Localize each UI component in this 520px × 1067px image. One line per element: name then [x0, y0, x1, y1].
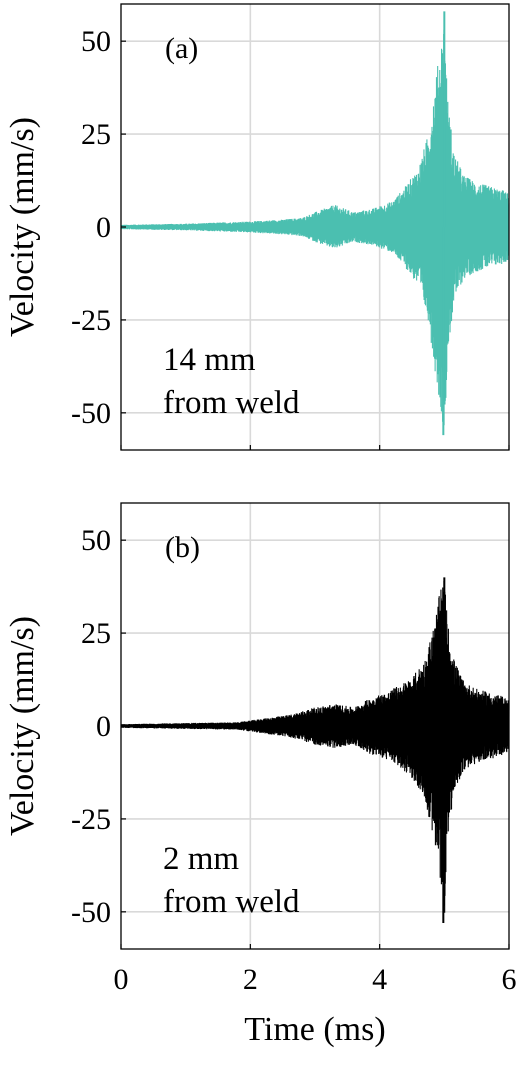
y-tick-label: -50 [71, 896, 111, 929]
y-tick-label: -25 [71, 304, 111, 337]
x-tick-label: 2 [243, 963, 258, 996]
distance-annotation: 2 mm [163, 841, 239, 877]
x-tick-label: 6 [502, 963, 517, 996]
distance-annotation: from weld [163, 884, 300, 920]
panel-label: (b) [165, 531, 200, 564]
y-tick-label: -50 [71, 397, 111, 430]
y-tick-label: 25 [81, 617, 111, 650]
panel-label: (a) [165, 32, 198, 65]
distance-annotation: 14 mm [163, 342, 256, 378]
distance-annotation: from weld [163, 385, 300, 421]
x-axis-label: Time (ms) [244, 1011, 385, 1048]
chart-panel-b: 50 25 0 -25 -50 0 2 4 6 Velocity (mm/s) Time (ms) (… [4, 502, 517, 1048]
y-tick-label: 0 [96, 211, 111, 244]
y-tick-label: -25 [71, 803, 111, 836]
chart-panel-a: 50 25 0 -25 -50 Velocity (mm/s) (a) 14 mm from w… [4, 3, 510, 451]
y-tick-label: 0 [96, 710, 111, 743]
x-tick-label: 0 [114, 963, 129, 996]
x-tick-label: 4 [372, 963, 387, 996]
y-tick-label: 50 [81, 524, 111, 557]
y-tick-label: 25 [81, 118, 111, 151]
y-axis-label: Velocity (mm/s) [4, 616, 41, 836]
y-axis-label: Velocity (mm/s) [4, 117, 41, 337]
y-tick-label: 50 [81, 25, 111, 58]
